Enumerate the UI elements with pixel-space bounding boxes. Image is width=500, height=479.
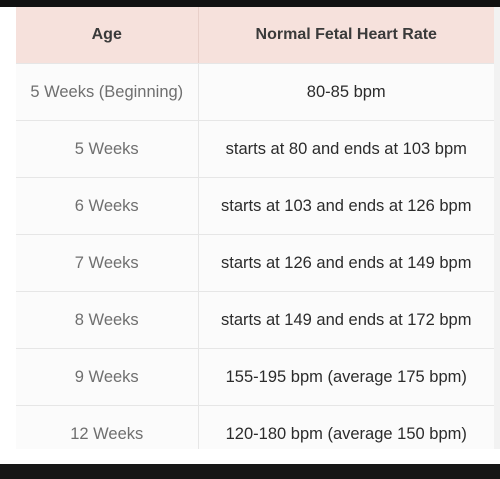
table-row: 5 Weeks starts at 80 and ends at 103 bpm [16,120,494,178]
rate-cell: 80-85 bpm [198,63,494,121]
rate-cell: starts at 103 and ends at 126 bpm [198,177,494,235]
rate-cell: 155-195 bpm (average 175 bpm) [198,348,494,406]
age-cell: 5 Weeks (Beginning) [16,63,199,121]
fetal-heart-rate-table-container: Age Normal Fetal Heart Rate 5 Weeks (Beg… [16,7,494,449]
table-row: 6 Weeks starts at 103 and ends at 126 bp… [16,177,494,235]
age-cell: 7 Weeks [16,234,199,292]
table-row: 7 Weeks starts at 126 and ends at 149 bp… [16,234,494,292]
column-header-age: Age [16,7,199,64]
right-edge-strip [494,7,500,449]
top-dark-bar [0,0,500,7]
age-cell: 9 Weeks [16,348,199,406]
age-cell: 6 Weeks [16,177,199,235]
fetal-heart-rate-table: Age Normal Fetal Heart Rate 5 Weeks (Beg… [16,7,494,449]
age-cell: 8 Weeks [16,291,199,349]
rate-cell: starts at 149 and ends at 172 bpm [198,291,494,349]
rate-cell: 120-180 bpm (average 150 bpm) [198,405,494,449]
column-header-rate: Normal Fetal Heart Rate [198,7,494,64]
age-cell: 12 Weeks [16,405,199,449]
table-row: 5 Weeks (Beginning) 80-85 bpm [16,63,494,121]
table-header-row: Age Normal Fetal Heart Rate [16,7,494,64]
age-cell: 5 Weeks [16,120,199,178]
table-row: 8 Weeks starts at 149 and ends at 172 bp… [16,291,494,349]
bottom-dark-bar [0,464,500,479]
rate-cell: starts at 126 and ends at 149 bpm [198,234,494,292]
rate-cell: starts at 80 and ends at 103 bpm [198,120,494,178]
table-row: 12 Weeks 120-180 bpm (average 150 bpm) [16,405,494,449]
table-row: 9 Weeks 155-195 bpm (average 175 bpm) [16,348,494,406]
